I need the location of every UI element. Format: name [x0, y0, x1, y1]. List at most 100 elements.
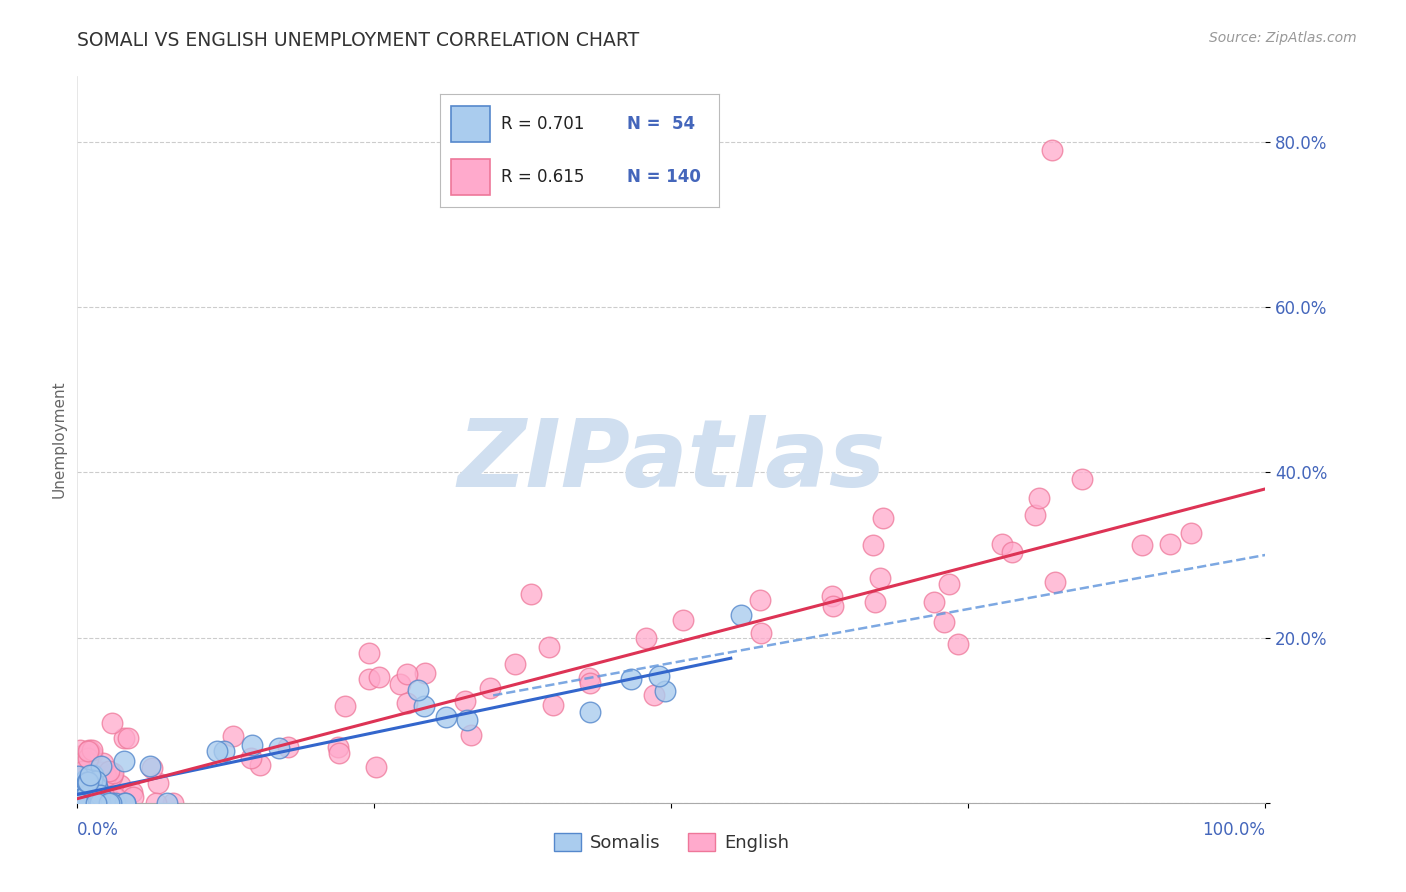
Point [67, 770, 90, 784]
Point [1024, 508, 1046, 523]
Point [105, 796, 128, 810]
Point [96, 796, 118, 810]
Point [108, 778, 131, 792]
Point [412, 698, 434, 713]
Point [104, 790, 127, 805]
Point [104, 796, 127, 810]
Point [94, 796, 117, 810]
Point [82, 796, 104, 810]
Point [1028, 491, 1050, 505]
Text: Source: ZipAtlas.com: Source: ZipAtlas.com [1209, 31, 1357, 45]
Point [82, 775, 104, 789]
Point [84, 796, 107, 810]
Point [503, 657, 526, 672]
Point [83, 773, 105, 788]
Point [366, 760, 388, 774]
Text: 100.0%: 100.0% [1202, 821, 1265, 839]
Point [103, 766, 125, 780]
Text: 0.0%: 0.0% [77, 821, 120, 839]
Point [69, 783, 91, 797]
Point [72, 790, 94, 805]
Point [84, 796, 107, 810]
Point [91, 795, 114, 809]
Point [579, 706, 602, 720]
Point [946, 637, 969, 651]
Point [70, 756, 93, 771]
Point [395, 666, 418, 681]
Point [240, 739, 263, 753]
Point [75, 796, 97, 810]
Point [67, 796, 90, 810]
Point [69, 796, 91, 810]
Point [77, 775, 100, 789]
Point [67, 749, 90, 764]
Point [76, 756, 98, 770]
Point [69, 789, 91, 803]
Point [460, 728, 482, 742]
Point [938, 577, 960, 591]
Point [357, 672, 380, 686]
Point [212, 743, 235, 757]
Point [66, 796, 89, 810]
Point [434, 710, 457, 724]
Point [75, 789, 97, 803]
Point [205, 744, 228, 758]
Point [93, 796, 115, 810]
Point [80, 743, 103, 757]
Point [869, 571, 891, 585]
Point [145, 796, 167, 810]
Point [72, 759, 94, 773]
Point [79, 796, 101, 810]
Point [72, 764, 94, 778]
Point [114, 796, 136, 810]
Y-axis label: Unemployment: Unemployment [51, 381, 66, 498]
Point [643, 688, 665, 702]
Point [146, 776, 169, 790]
Point [70, 796, 93, 810]
Point [100, 796, 122, 810]
Point [326, 739, 349, 754]
Point [94, 796, 117, 810]
Point [73, 795, 96, 809]
Point [75, 796, 97, 810]
Point [94, 769, 117, 783]
Point [1130, 538, 1153, 552]
Point [269, 740, 291, 755]
Point [77, 744, 100, 758]
Point [454, 694, 477, 708]
Point [69, 796, 91, 810]
Point [749, 592, 772, 607]
Point [478, 681, 501, 695]
Point [730, 608, 752, 623]
Point [82, 796, 104, 810]
Point [76, 796, 98, 810]
Point [75, 796, 97, 810]
Point [72, 790, 94, 805]
Point [91, 756, 114, 770]
Point [122, 790, 145, 805]
Point [67, 796, 90, 810]
Point [69, 786, 91, 800]
Point [87, 796, 110, 810]
Point [90, 759, 112, 773]
Point [93, 789, 115, 803]
Point [66, 777, 89, 791]
Point [67, 786, 90, 800]
Point [1040, 143, 1063, 157]
Point [82, 782, 104, 797]
Point [87, 796, 110, 810]
Point [87, 796, 110, 810]
Point [82, 768, 104, 782]
Point [80, 772, 103, 787]
Point [141, 761, 163, 775]
Point [578, 671, 600, 685]
Point [66, 755, 89, 769]
Point [112, 754, 135, 768]
Point [934, 615, 956, 629]
Point [872, 511, 894, 525]
Point [654, 684, 676, 698]
Point [1159, 537, 1181, 551]
Point [75, 788, 97, 802]
Point [1180, 526, 1202, 541]
Point [672, 613, 695, 627]
